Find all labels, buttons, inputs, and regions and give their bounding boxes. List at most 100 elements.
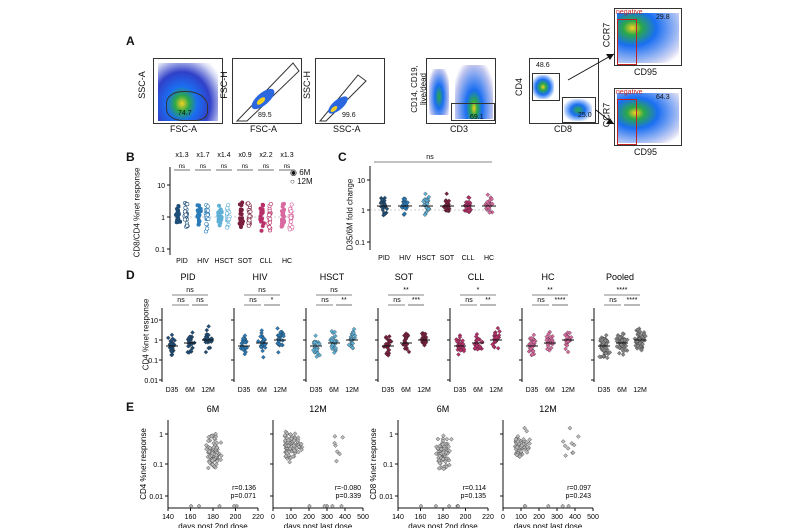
data-point [296, 444, 302, 450]
data-point [380, 197, 385, 202]
data-point [446, 503, 452, 509]
data-point [617, 335, 623, 340]
data-point [385, 349, 390, 355]
data-point [446, 198, 452, 204]
group-label: CLL [260, 258, 273, 265]
panel-title: HC [542, 272, 555, 282]
data-point [604, 345, 609, 351]
x-tick-label: 140 [392, 514, 404, 521]
x-tick-label: 12M [417, 387, 431, 394]
x-tick-label: 500 [587, 514, 599, 521]
data-point [214, 445, 220, 450]
data-point [286, 437, 291, 443]
data-point [619, 338, 625, 343]
sig-label: ns [321, 297, 329, 304]
fold-change-label: x1.7 [196, 152, 209, 159]
data-point [182, 217, 187, 222]
panel-title: SOT [395, 272, 414, 282]
data-point [187, 334, 192, 340]
y-tick-label: 1 [154, 338, 158, 345]
sig-label: ns [609, 297, 617, 304]
x-tick-label: D35 [598, 387, 611, 394]
x-tick-label: 12M [201, 387, 215, 394]
data-point [259, 219, 264, 224]
data-point [218, 457, 224, 462]
flow-x-label: FSC-A [170, 124, 197, 134]
data-point [242, 351, 247, 357]
y-tick-label: 1 [161, 215, 165, 222]
data-point [260, 348, 265, 354]
data-point [437, 453, 442, 459]
data-point [214, 458, 220, 464]
data-point [467, 199, 472, 205]
legend-item-12m: ○ 12M [290, 177, 313, 186]
data-point [567, 330, 572, 336]
correlation-r: r=0.136 [232, 485, 256, 492]
data-point [605, 355, 610, 361]
data-point [281, 214, 286, 219]
data-point [278, 329, 283, 335]
data-point [280, 223, 285, 228]
x-tick-label: 220 [482, 514, 494, 521]
data-point [495, 346, 501, 351]
fold-change-label: x1.3 [280, 152, 293, 159]
flow-x-label: CD8 [554, 124, 573, 134]
data-point [546, 503, 551, 509]
data-point [564, 334, 570, 340]
flow-y-label: CD4 [514, 77, 525, 97]
x-tick-label: D35 [454, 387, 467, 394]
data-point [524, 450, 530, 455]
data-point [517, 454, 523, 459]
data-point [263, 342, 268, 347]
data-point [620, 352, 626, 357]
data-point [169, 352, 174, 358]
data-point [402, 205, 408, 211]
sig-label: **** [627, 297, 638, 304]
data-point [549, 345, 554, 351]
data-point [439, 446, 444, 452]
data-point [248, 209, 253, 214]
data-point [210, 450, 215, 456]
data-point [206, 345, 211, 351]
data-point [521, 436, 526, 442]
data-point [562, 443, 568, 449]
sig-label: ** [403, 287, 409, 294]
data-point [527, 441, 532, 446]
panel-letter-d: D [126, 268, 135, 282]
group-label: SOT [440, 255, 455, 262]
data-point [281, 333, 286, 339]
data-point [635, 327, 641, 333]
data-point [268, 202, 273, 207]
x-tick-label: 6M [185, 387, 195, 394]
data-point [322, 503, 327, 509]
data-point [514, 452, 520, 458]
x-tick-label: D35 [166, 387, 179, 394]
data-point [231, 503, 237, 509]
flow-x-label: CD95 [634, 147, 658, 157]
data-point [565, 446, 571, 451]
data-point [346, 342, 352, 348]
data-point [246, 223, 251, 228]
data-point [446, 444, 451, 449]
x-axis-label: days post last dose [514, 522, 583, 528]
x-tick-label: 500 [357, 514, 369, 521]
data-point [226, 217, 231, 222]
group-label: HC [484, 255, 494, 262]
data-point [206, 332, 211, 338]
flow-x-label: CD3 [450, 124, 469, 134]
data-point [197, 219, 202, 224]
data-point [566, 503, 571, 509]
data-point [213, 431, 218, 437]
data-point [524, 439, 529, 445]
flow-y-label: CCR7 [601, 22, 612, 48]
data-point [258, 334, 263, 339]
x-tick-label: 6M [473, 387, 483, 394]
x-tick-label: 200 [303, 514, 315, 521]
data-point [571, 442, 577, 448]
data-point [289, 209, 294, 214]
flow-plot-ssc-singlets [315, 58, 385, 124]
data-point [284, 451, 290, 456]
group-label: CLL [462, 255, 475, 262]
x-tick-label: 0 [271, 514, 275, 521]
data-point [247, 214, 252, 219]
